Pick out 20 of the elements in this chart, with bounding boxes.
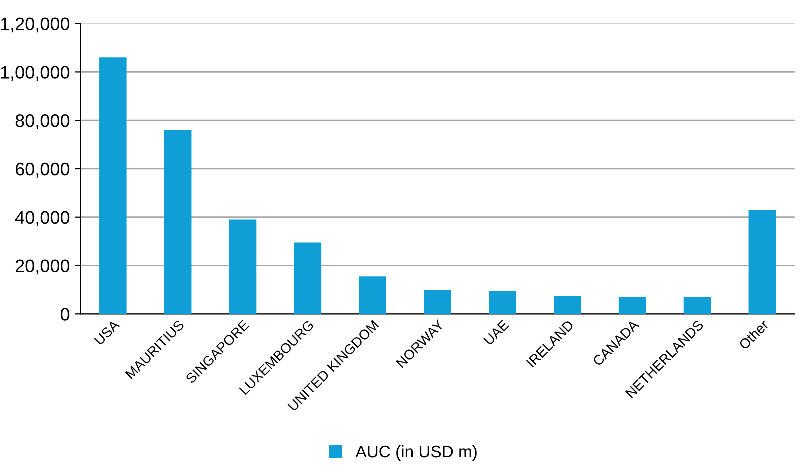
bar [294, 242, 322, 314]
bar [489, 291, 516, 314]
bar [229, 220, 257, 314]
bar [684, 297, 712, 314]
x-tick-label: USA [94, 319, 120, 346]
y-tick-label: 1,20,000 [1, 18, 70, 33]
y-tick-label: 0 [60, 308, 70, 321]
y-tick-label: 20,000 [16, 260, 70, 275]
bar [554, 296, 582, 314]
bar [748, 210, 776, 314]
bar [100, 58, 127, 314]
bar [424, 290, 452, 314]
y-tick-label: 80,000 [16, 114, 70, 130]
bar [164, 130, 192, 314]
y-tick-label: 60,000 [16, 162, 70, 178]
y-tick-label: 1,00,000 [1, 66, 70, 82]
y-tick-label: 40,000 [15, 211, 70, 226]
bar [359, 276, 387, 314]
legend-label: AUC (in USD m) [356, 445, 477, 461]
bar [618, 297, 646, 314]
